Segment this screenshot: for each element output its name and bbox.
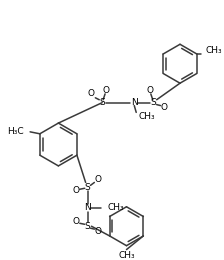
Text: N: N [84,203,91,212]
Text: S: S [151,98,157,107]
Text: CH₃: CH₃ [118,251,135,260]
Text: O: O [72,217,79,226]
Text: CH₃: CH₃ [138,112,155,121]
Text: O: O [95,226,102,236]
Text: N: N [131,98,138,107]
Text: S: S [85,222,90,231]
Text: CH₃: CH₃ [107,203,124,212]
Text: O: O [103,86,110,94]
Text: S: S [99,98,105,107]
Text: O: O [161,103,168,112]
Text: O: O [146,86,153,94]
Text: O: O [88,89,95,98]
Text: CH₃: CH₃ [205,46,222,55]
Text: O: O [95,175,102,184]
Text: O: O [72,186,79,195]
Text: H₃C: H₃C [7,127,23,136]
Text: S: S [85,183,90,192]
